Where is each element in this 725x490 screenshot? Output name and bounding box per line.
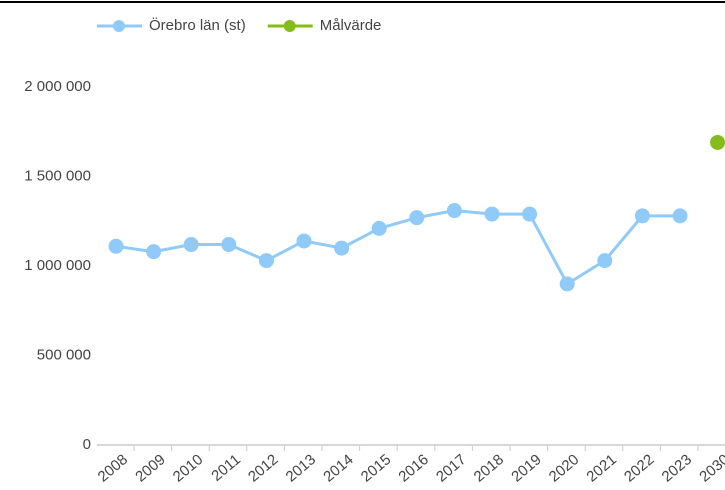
x-tick-label: 2009 — [132, 451, 168, 485]
legend-label: Örebro län (st) — [149, 16, 246, 34]
x-tick-label: 2021 — [583, 451, 619, 485]
data-point — [597, 253, 613, 269]
data-point — [334, 240, 350, 256]
x-tick-label: 2011 — [208, 451, 244, 485]
x-tick-label: 2022 — [621, 451, 657, 485]
data-point — [183, 237, 199, 253]
data-point — [522, 206, 538, 222]
data-point — [409, 210, 425, 226]
data-point — [672, 208, 688, 224]
legend-label: Målvärde — [320, 17, 382, 34]
x-tick-label: 2030 — [696, 451, 725, 485]
y-tick-label: 1 000 000 — [24, 257, 91, 274]
x-tick-label: 2013 — [283, 451, 319, 485]
data-point — [446, 203, 462, 219]
data-point — [258, 253, 274, 269]
x-tick-label: 2014 — [320, 451, 356, 485]
y-tick-label: 1 500 000 — [24, 167, 91, 184]
y-tick-label: 2 000 000 — [24, 78, 91, 95]
x-tick-label: 2008 — [95, 451, 131, 485]
x-tick-label: 2023 — [659, 451, 695, 485]
data-point — [484, 206, 500, 222]
data-point — [296, 233, 312, 249]
data-point — [108, 238, 124, 254]
x-tick-label: 2020 — [546, 451, 582, 485]
series-line — [115, 208, 680, 287]
legend-marker — [283, 20, 296, 32]
x-tick-label: 2017 — [433, 451, 469, 485]
legend-marker — [113, 20, 125, 32]
data-point — [371, 220, 387, 236]
data-point — [710, 134, 725, 150]
x-tick-label: 2016 — [395, 451, 431, 485]
y-tick-label: 500 000 — [37, 346, 91, 363]
x-tick-label: 2019 — [508, 451, 544, 485]
data-point — [559, 276, 575, 292]
x-tick-label: 2010 — [170, 451, 206, 485]
data-point — [146, 244, 162, 260]
data-point — [221, 237, 237, 253]
data-point — [634, 208, 650, 224]
y-tick-label: 0 — [83, 436, 91, 453]
x-tick-label: 2012 — [245, 451, 281, 485]
x-tick-label: 2018 — [471, 451, 507, 485]
x-tick-label: 2015 — [358, 451, 394, 485]
